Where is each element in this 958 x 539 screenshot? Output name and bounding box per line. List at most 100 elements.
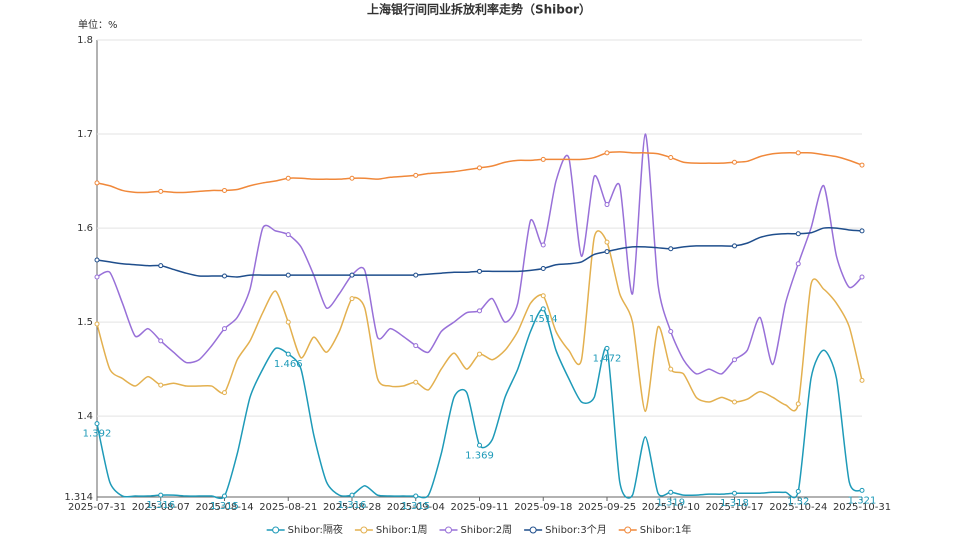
y-tick-label: 1.5 — [77, 317, 93, 328]
x-tick-label: 2025-08-28 — [323, 502, 381, 513]
point — [795, 488, 801, 494]
point — [477, 165, 482, 171]
point — [604, 202, 610, 208]
point — [859, 487, 865, 493]
point — [668, 329, 674, 335]
point — [413, 493, 419, 499]
unit-label: 单位：% — [78, 18, 118, 31]
y-tick-label: 1.6 — [77, 223, 93, 234]
point — [732, 490, 737, 496]
x-tick-label: 2025-09-18 — [514, 502, 572, 513]
data-label: 1.318 — [720, 498, 749, 509]
point — [413, 343, 419, 349]
point — [285, 175, 291, 181]
y-tick-label: 1.314 — [64, 492, 93, 503]
series-line — [96, 133, 863, 375]
chart-title: 上海银行间同业拆放利率走势（Shibor） — [367, 2, 591, 17]
point — [604, 345, 610, 351]
point — [795, 261, 801, 267]
point — [477, 268, 482, 274]
point — [158, 492, 164, 498]
x-tick-label: 2025-10-31 — [833, 502, 891, 513]
point — [668, 489, 674, 495]
point — [859, 274, 865, 280]
point — [94, 321, 100, 327]
point — [477, 308, 482, 314]
data-label: 1.32 — [787, 496, 809, 507]
legend-label: Shibor:隔夜 — [288, 523, 343, 536]
data-label: 1.316 — [338, 500, 367, 511]
legend-marker — [360, 526, 368, 534]
point — [540, 156, 546, 162]
point — [859, 162, 865, 168]
point — [158, 263, 164, 269]
point — [222, 273, 227, 279]
x-tick-label: 2025-10-24 — [769, 502, 827, 513]
data-label: 1.392 — [83, 429, 112, 440]
y-tick-label: 1.4 — [77, 411, 93, 422]
point — [604, 249, 610, 255]
data-label: 1.321 — [848, 495, 877, 506]
legend-label: Shibor:1周 — [376, 524, 428, 536]
point — [94, 180, 100, 186]
point — [668, 246, 674, 252]
x-tick-label: 2025-08-07 — [132, 502, 190, 513]
series-line — [96, 308, 863, 500]
point — [158, 338, 164, 344]
point — [540, 306, 546, 312]
x-tick-label: 2025-10-10 — [642, 502, 700, 513]
point — [222, 390, 227, 396]
legend-marker — [624, 526, 632, 534]
legend-label: Shibor:3个月 — [545, 524, 607, 536]
point — [222, 187, 227, 193]
point — [540, 293, 546, 299]
point — [94, 257, 100, 263]
y-tick-label: 1.7 — [77, 129, 93, 140]
point — [413, 272, 419, 278]
point — [349, 272, 355, 278]
series-line — [96, 230, 863, 413]
data-label: 1.316 — [146, 500, 175, 511]
point — [668, 155, 674, 161]
point — [285, 232, 291, 238]
series-line — [96, 151, 863, 194]
point — [604, 239, 610, 245]
data-label: 1.315 — [401, 501, 430, 512]
point — [668, 366, 674, 372]
x-tick-label: 2025-07-31 — [68, 502, 126, 513]
x-tick-label: 2025-08-21 — [259, 502, 317, 513]
point — [859, 228, 865, 234]
point — [94, 421, 100, 427]
point — [795, 401, 801, 407]
point — [285, 272, 291, 278]
point — [732, 159, 737, 165]
legend-marker — [529, 526, 537, 534]
y-tick-label: 1.8 — [77, 35, 93, 46]
point — [285, 319, 291, 325]
data-label: 1.369 — [465, 450, 494, 461]
legend-label: Shibor:2周 — [461, 524, 513, 536]
x-tick-label: 2025-08-14 — [195, 502, 253, 513]
x-tick-label: 2025-09-11 — [450, 502, 508, 513]
point — [540, 266, 546, 271]
point — [732, 243, 737, 249]
legend-marker — [445, 526, 453, 534]
point — [285, 351, 291, 357]
point — [604, 150, 610, 156]
legend-marker — [272, 526, 280, 534]
data-label: 1.466 — [274, 359, 303, 370]
point — [413, 172, 419, 178]
point — [477, 442, 482, 448]
data-label: 1.514 — [529, 314, 558, 325]
point — [732, 357, 737, 363]
point — [732, 399, 737, 405]
point — [795, 231, 801, 237]
x-tick-label: 2025-09-04 — [387, 502, 445, 513]
point — [477, 351, 482, 357]
point — [94, 274, 100, 280]
point — [158, 382, 164, 388]
point — [158, 188, 164, 194]
point — [222, 326, 227, 332]
legend-label: Shibor:1年 — [640, 523, 692, 536]
point — [413, 379, 419, 385]
